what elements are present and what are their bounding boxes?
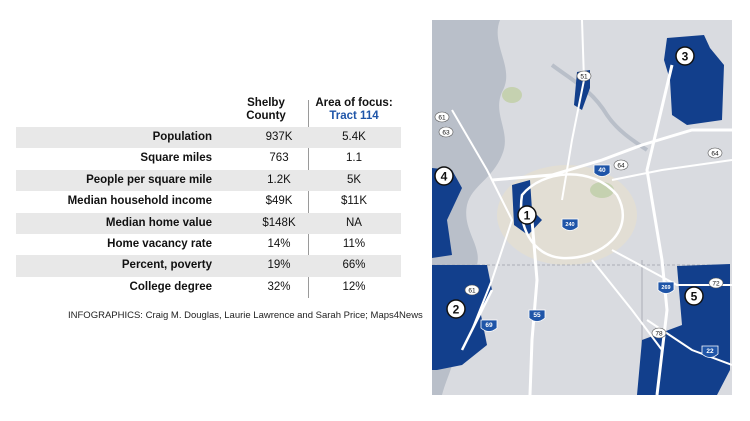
interstate-69 (460, 289, 494, 351)
interstate-22-label: 22 (706, 348, 714, 355)
focus-header-line1: Area of focus: (315, 97, 393, 109)
park-area (502, 87, 522, 103)
table-row: People per square mile 1.2K 5K (16, 169, 401, 192)
route-shield-72: 72 (708, 277, 724, 289)
county-value: $148K (262, 216, 296, 229)
tract-value: 12% (342, 280, 366, 293)
route-51-label: 51 (580, 74, 588, 81)
county-value: 763 (269, 152, 289, 165)
interstate-shield-55: 55 (528, 309, 546, 322)
tract-4 (432, 168, 462, 258)
interstate-shield-240: 240 (561, 218, 579, 231)
route-shield-61-south: 61 (464, 284, 480, 296)
stats-table: Population 937K 5.4K Square miles 763 1.… (16, 127, 401, 298)
route-shield-63: 63 (438, 126, 454, 138)
county-value: 32% (267, 280, 291, 293)
interstate-40 (491, 128, 732, 182)
row-label: Population (152, 131, 212, 143)
table-row: Median household income $49K $11K (16, 191, 401, 212)
route-shield-64-east: 64 (707, 147, 723, 159)
route-shield-61: 61 (434, 111, 450, 123)
park-area (590, 182, 614, 198)
area-marker-2: 2 (446, 299, 466, 319)
route-64-east-label: 64 (711, 151, 719, 158)
interstate-240 (519, 173, 624, 260)
route-61-south-label: 61 (468, 288, 476, 295)
wolf-river (550, 63, 649, 152)
area-marker-3: 3 (675, 46, 695, 66)
tract-value: 66% (342, 259, 366, 272)
tract-value: 1.1 (346, 152, 362, 165)
county-value: 14% (267, 237, 291, 250)
table-row: College degree 32% 12% (16, 277, 401, 298)
tract-value: 5.4K (342, 131, 366, 143)
highway-51 (561, 20, 586, 201)
tract-value: $11K (340, 195, 367, 208)
highway-64 (611, 159, 732, 181)
interstate-shield-269: 269 (657, 281, 675, 294)
highway-78 (591, 259, 663, 351)
row-label: Percent, poverty (121, 259, 212, 272)
row-label: Median home value (105, 216, 212, 229)
table-row: Median home value $148K NA (16, 212, 401, 234)
column-divider (308, 100, 309, 298)
area-marker-3-label: 3 (682, 50, 689, 64)
tract-value: 5K (346, 173, 362, 186)
row-label: Median household income (67, 195, 212, 208)
row-label: People per square mile (86, 173, 212, 186)
route-shield-51: 51 (576, 70, 592, 82)
row-label: Home vacancy rate (107, 237, 212, 250)
col-head-focus: Area of focus: Tract 114 (308, 97, 400, 123)
col-head-county: Shelby County (228, 97, 304, 123)
table-row: Home vacancy rate 14% 11% (16, 234, 401, 255)
area-marker-4-label: 4 (441, 170, 448, 184)
interstate-40-label: 40 (598, 167, 606, 174)
county-value: 1.2K (267, 173, 291, 186)
interstate-240-label: 240 (565, 222, 574, 228)
county-value: 937K (265, 131, 293, 143)
route-61-label: 61 (438, 115, 446, 122)
route-78-label: 78 (655, 331, 663, 338)
row-label: Square miles (140, 152, 212, 165)
route-63-label: 63 (442, 130, 450, 137)
table-row: Population 937K 5.4K (16, 127, 401, 149)
county-value: $49K (265, 195, 293, 208)
area-marker-5-label: 5 (691, 290, 698, 304)
area-marker-1: 1 (517, 205, 537, 225)
interstate-shield-69: 69 (480, 319, 498, 332)
county-header-line1: Shelby (247, 97, 285, 109)
route-shield-64: 64 (613, 159, 629, 171)
interstate-shield-40: 40 (593, 164, 611, 177)
area-marker-4: 4 (434, 166, 454, 186)
route-72-label: 72 (712, 281, 720, 288)
tract-value: NA (346, 216, 362, 229)
area-marker-2-label: 2 (453, 303, 460, 317)
interstate-shield-22: 22 (701, 345, 719, 358)
interstate-69-label: 69 (485, 322, 493, 329)
table-row: Percent, poverty 19% 66% (16, 255, 401, 277)
credit-line: INFOGRAPHICS: Craig M. Douglas, Laurie L… (68, 310, 423, 321)
tract-value: 11% (342, 237, 366, 250)
county-header-line2: County (246, 110, 286, 122)
area-marker-1-label: 1 (524, 209, 531, 223)
table-row: Square miles 763 1.1 (16, 148, 401, 169)
row-label: College degree (129, 280, 212, 293)
highway-61 (451, 109, 514, 331)
focus-header-line2: Tract 114 (329, 110, 379, 122)
area-marker-5: 5 (684, 286, 704, 306)
interstate-269 (645, 64, 674, 395)
county-value: 19% (267, 259, 291, 272)
shelby-county-map: 1 2 3 4 5 51 61 63 64 64 61 72 (432, 20, 732, 395)
interstate-55-label: 55 (533, 312, 541, 319)
route-64-label: 64 (617, 163, 625, 170)
route-shield-78: 78 (651, 327, 667, 339)
interstate-269-label: 269 (661, 285, 670, 291)
